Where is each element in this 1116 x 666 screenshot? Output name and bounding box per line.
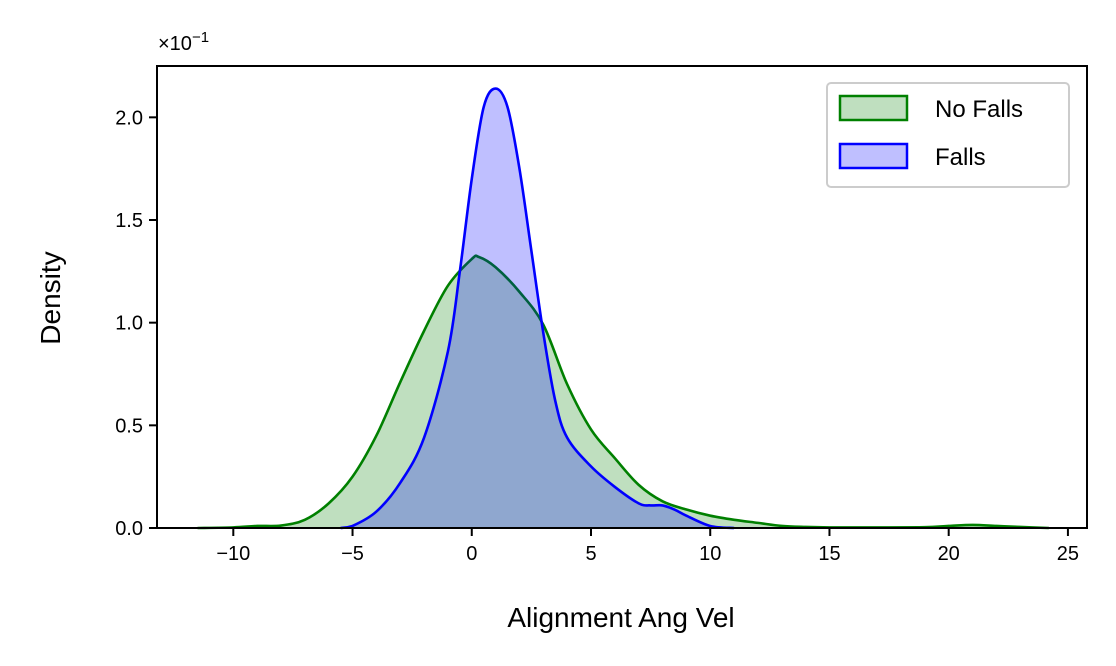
x-axis-title: Alignment Ang Vel — [507, 602, 734, 633]
x-tick-label: 0 — [466, 543, 477, 565]
legend-frame — [826, 82, 1070, 188]
y-axis: 0.0 0.5 1.0 1.5 2.0 — [115, 107, 157, 540]
x-tick-label: 15 — [818, 543, 840, 565]
y-tick-label: 0.0 — [115, 518, 143, 540]
legend-label-falls: Falls — [935, 144, 986, 171]
series-area-falls — [340, 88, 735, 528]
plot-frame — [156, 65, 1088, 529]
y-axis-title: Density — [35, 251, 66, 344]
legend-swatch-no-falls — [838, 94, 909, 122]
x-tick-label: 25 — [1057, 543, 1079, 565]
series-area-no-falls — [197, 255, 1049, 528]
y-multiplier-base: ×10 — [158, 33, 192, 55]
y-tick-label: 1.5 — [115, 210, 143, 232]
y-tick-label: 0.5 — [115, 415, 143, 437]
x-tick-label: 10 — [699, 543, 721, 565]
legend-swatch-falls — [838, 142, 909, 170]
y-tick-label: 1.0 — [115, 313, 143, 335]
x-tick-label: 20 — [938, 543, 960, 565]
x-tick-label: −5 — [341, 543, 364, 565]
x-tick-label: 5 — [585, 543, 596, 565]
x-tick-label: −10 — [216, 543, 250, 565]
legend: No Falls Falls — [826, 82, 1070, 188]
x-axis: −10 −5 0 5 10 15 20 25 — [216, 528, 1079, 565]
series-line-falls — [340, 87, 735, 530]
legend-label-no-falls: No Falls — [935, 96, 1023, 123]
y-tick-label: 2.0 — [115, 107, 143, 129]
y-axis-multiplier: ×10−1 — [158, 29, 209, 55]
y-multiplier-exponent: −1 — [192, 29, 209, 46]
